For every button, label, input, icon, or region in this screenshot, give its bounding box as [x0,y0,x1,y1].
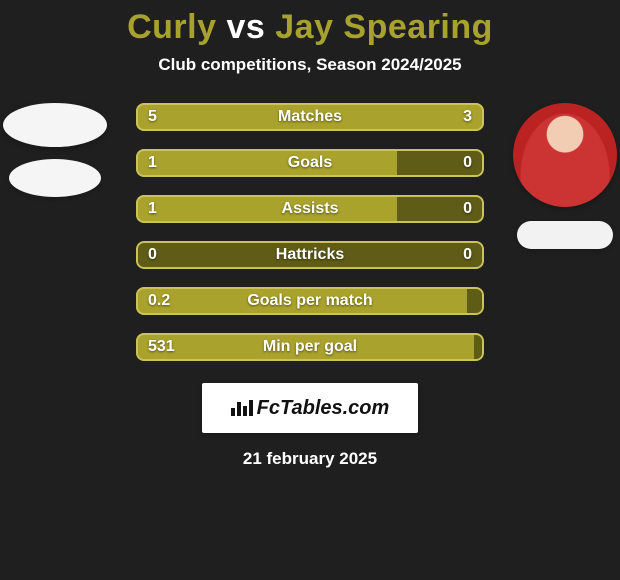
bar-value-p1: 531 [148,338,175,356]
player1-avatar-placeholder [3,103,107,147]
comparison-bars: Matches53Goals10Assists10Hattricks00Goal… [136,103,484,361]
bar-row: Goals 1 0 [136,149,484,177]
bar-row: Matches 5 3 [136,103,484,131]
title-vs: vs [226,8,265,46]
avatar-col-left [0,103,110,197]
title-player2: Jay Spearing [275,8,493,46]
logo-label: FcTables.com [257,397,390,420]
chart-area: Matches53Goals10Assists10Hattricks00Goal… [0,103,620,361]
bar-label: Matches [278,108,342,126]
bar-label: Hattricks [276,246,344,264]
subtitle: Club competitions, Season 2024/2025 [0,55,620,75]
bar-row: Min per goal 531 [136,333,484,361]
bar-label: Goals per match [247,292,372,310]
bar-value-p1: 5 [148,108,157,126]
player2-team-pill [517,221,613,249]
avatar-col-right [510,103,620,249]
bar-row: Assists 1 0 [136,195,484,223]
bar-value-p2: 3 [463,108,472,126]
bar-value-p1: 0 [148,246,157,264]
player1-team-pill [9,159,101,197]
bar-value-p2: 0 [463,246,472,264]
comparison-widget: Curly vs Jay Spearing Club competitions,… [0,0,620,580]
bar-value-p2: 0 [463,200,472,218]
bar-value-p1: 1 [148,200,157,218]
title-player1: Curly [127,8,216,46]
bar-value-p1: 1 [148,154,157,172]
bar-label: Min per goal [263,338,357,356]
source-logo: FcTables.com [202,383,418,433]
bars-icon [231,400,253,416]
date-text: 21 february 2025 [0,449,620,469]
bar-label: Assists [282,200,339,218]
bar-label: Goals [288,154,332,172]
bar-value-p1: 0.2 [148,292,170,310]
page-title: Curly vs Jay Spearing [0,0,620,47]
bar-value-p2: 0 [463,154,472,172]
bar-row: Hattricks 0 0 [136,241,484,269]
logo-text: FcTables.com [231,397,390,420]
player2-avatar [513,103,617,207]
bar-row: Goals per match 0.2 [136,287,484,315]
